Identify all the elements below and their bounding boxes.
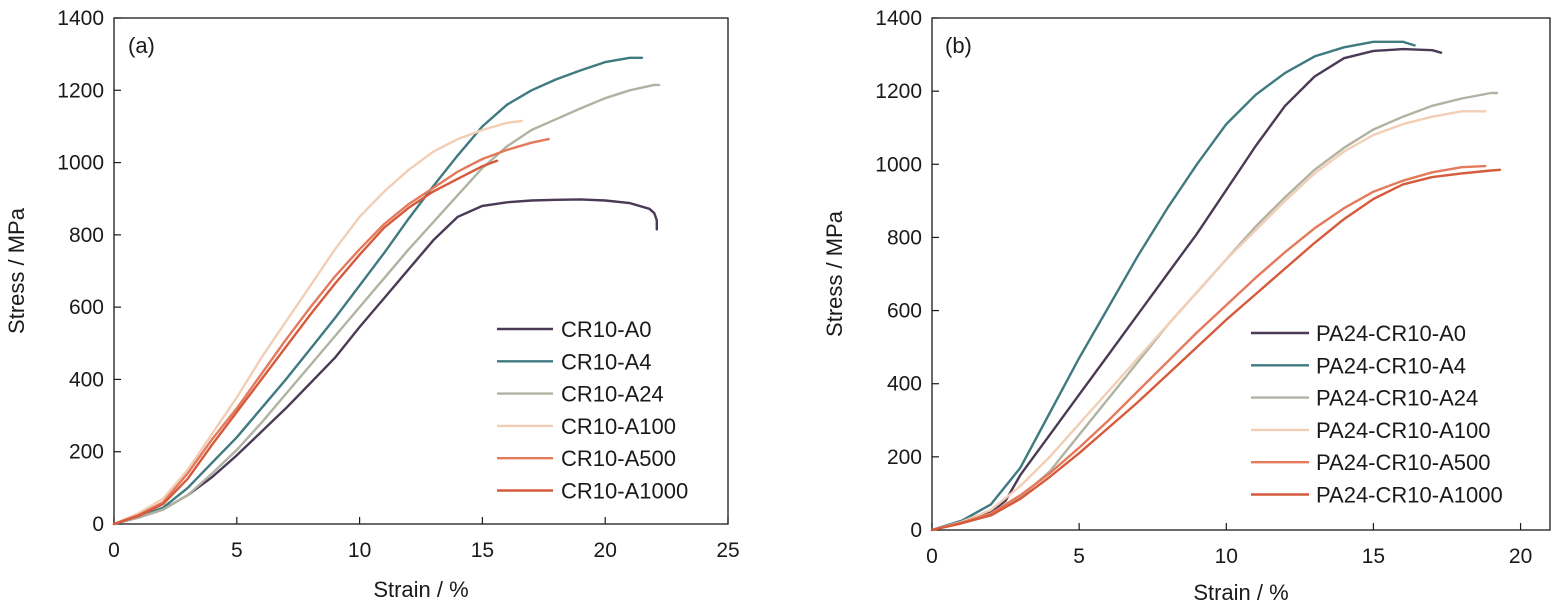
series-line-cr10-a100 <box>112 119 523 526</box>
series-line-pa24-cr10-a4 <box>930 40 1416 532</box>
x-axis-title: Strain / % <box>1193 580 1288 605</box>
series-line-cr10-a0 <box>112 198 658 526</box>
y-tick-label: 800 <box>887 226 922 249</box>
y-tick-label: 800 <box>69 224 104 247</box>
x-tick-label: 15 <box>471 539 494 562</box>
legend-label: PA24-CR10-A500 <box>1316 450 1490 475</box>
legend-label: CR10-A4 <box>561 349 651 374</box>
y-tick-label: 200 <box>887 446 922 469</box>
series-line-cr10-a500 <box>112 137 550 526</box>
legend: PA24-CR10-A0 PA24-CR10-A4 PA24-CR10-A24 PA2… <box>1251 321 1503 508</box>
y-axis-title: Stress / MPa <box>4 207 29 334</box>
x-tick-label: 10 <box>348 539 371 562</box>
y-tick-label: 1000 <box>875 153 922 176</box>
series-line-cr10-a4 <box>112 56 644 526</box>
y-tick-label: 600 <box>887 300 922 323</box>
y-axis-title: Stress / MPa <box>822 210 847 337</box>
legend-label: PA24-CR10-A24 <box>1316 386 1478 411</box>
x-tick-label: 5 <box>231 539 243 562</box>
legend-label: PA24-CR10-A100 <box>1316 418 1490 443</box>
y-tick-label: 1000 <box>57 152 104 175</box>
legend-label: PA24-CR10-A4 <box>1316 353 1466 378</box>
x-tick-label: 20 <box>1509 545 1532 568</box>
y-tick-label: 600 <box>69 296 104 319</box>
legend-label: CR10-A24 <box>561 382 664 407</box>
chart-panel-b: 0 5 10 15 200200400600800100012001400Strain … <box>822 7 1551 605</box>
legend-label: PA24-CR10-A0 <box>1316 321 1466 346</box>
x-axis-title: Strain / % <box>373 577 468 602</box>
series-line-pa24-cr10-a500 <box>930 164 1487 532</box>
plot-frame <box>113 17 729 525</box>
legend: CR10-A0 CR10-A4 CR10-A24 CR10-A100 CR10-A500… <box>497 317 688 504</box>
x-tick-label: 25 <box>716 539 739 562</box>
y-tick-label: 400 <box>69 368 104 391</box>
panel-label: (b) <box>945 33 972 58</box>
x-tick-label: 0 <box>926 545 938 568</box>
y-tick-label: 1400 <box>875 7 922 30</box>
legend-label: PA24-CR10-A1000 <box>1316 483 1503 508</box>
x-tick-label: 0 <box>108 539 120 562</box>
series-line-cr10-a1000 <box>112 159 499 526</box>
y-tick-label: 0 <box>910 519 922 542</box>
x-tick-label: 10 <box>1215 545 1238 568</box>
legend-label: CR10-A0 <box>561 317 651 342</box>
y-tick-label: 1200 <box>57 79 104 102</box>
legend-label: CR10-A1000 <box>561 479 688 504</box>
series-line-pa24-cr10-a1000 <box>930 168 1502 532</box>
x-tick-label: 15 <box>1362 545 1385 568</box>
chart-panel-a: 0 5 10 15 20 25 0 200 400 600 800 1000 1200 1400 Strai… <box>4 7 740 602</box>
series-line-pa24-cr10-a100 <box>930 110 1487 532</box>
x-tick-label: 20 <box>594 539 617 562</box>
y-tick-label: 200 <box>69 441 104 464</box>
plot-frame <box>931 17 1551 531</box>
y-tick-label: 1400 <box>57 7 104 30</box>
legend-label: CR10-A500 <box>561 446 676 471</box>
panel-label: (a) <box>128 33 155 58</box>
series-line-cr10-a24 <box>112 83 661 526</box>
y-tick-label: 1200 <box>875 80 922 103</box>
y-tick-label: 0 <box>92 513 104 536</box>
y-tick-label: 400 <box>887 373 922 396</box>
x-tick-label: 5 <box>1073 545 1085 568</box>
legend-label: CR10-A100 <box>561 414 676 439</box>
